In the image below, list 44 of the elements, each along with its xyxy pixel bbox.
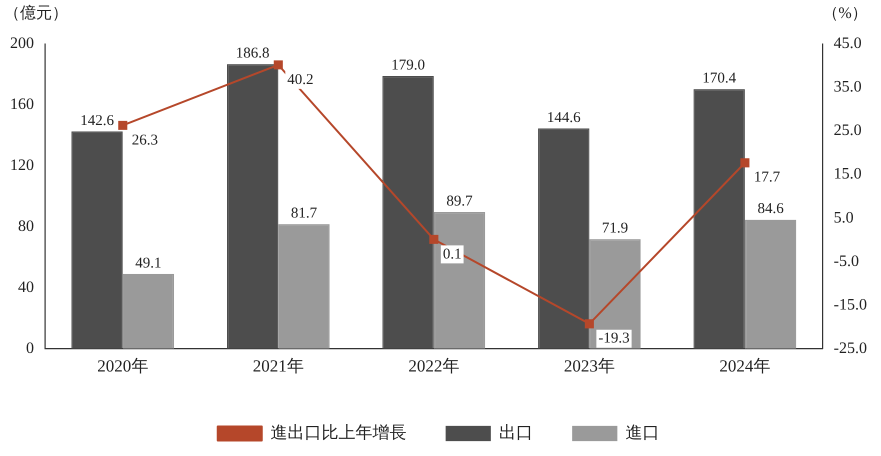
y2-tick-label: -5.0 <box>834 252 859 270</box>
y2-tick-label: 25.0 <box>834 122 862 140</box>
y-tick-label: 160 <box>10 96 34 114</box>
y-tick-label: 120 <box>10 157 34 174</box>
data-label: 144.6 <box>546 110 582 126</box>
x-tick-label: 2020年 <box>97 356 148 376</box>
y2-tick-label: 5.0 <box>834 209 854 226</box>
x-tick-label: 2023年 <box>564 356 615 376</box>
data-label: 179.0 <box>391 57 426 74</box>
data-label: 0.1 <box>442 246 462 262</box>
data-label: 186.8 <box>236 46 270 62</box>
data-label: -19.3 <box>598 330 630 347</box>
y-tick-label: 80 <box>18 218 34 235</box>
legend-label: 進口 <box>625 422 660 442</box>
legend-label: 進出口比上年增長 <box>270 422 406 442</box>
point <box>118 120 128 130</box>
y2-tick-label: 15.0 <box>834 166 862 183</box>
data-label: 26.3 <box>132 132 158 148</box>
x-tick-label: 2021年 <box>252 356 304 376</box>
x-tick-label: 2024年 <box>719 356 770 376</box>
y-tick-label: 40 <box>18 278 34 296</box>
data-label: 170.4 <box>702 70 737 87</box>
y-axis-title: （億元） <box>4 4 68 22</box>
x-tick-label: 2022年 <box>408 356 460 376</box>
data-label: 89.7 <box>446 193 474 210</box>
data-label: 17.7 <box>754 170 781 186</box>
data-label: 40.2 <box>287 72 314 88</box>
point <box>429 234 438 244</box>
y2-tick-label: -25.0 <box>834 340 867 357</box>
data-label: 71.9 <box>602 220 628 237</box>
data-label: 84.6 <box>757 201 784 218</box>
y2-axis-title: （%） <box>822 5 868 22</box>
y2-tick-label: 35.0 <box>834 78 862 96</box>
point <box>584 319 594 328</box>
point <box>274 60 283 70</box>
legend-label: 出口 <box>498 422 533 442</box>
y-tick-label: 0 <box>26 340 34 357</box>
y-tick-label: 200 <box>10 35 34 52</box>
y2-tick-label: 45.0 <box>834 35 862 52</box>
data-label: 142.6 <box>80 112 114 129</box>
point <box>740 158 750 168</box>
data-label: 81.7 <box>290 206 318 222</box>
data-label: 49.1 <box>135 255 162 272</box>
y2-tick-label: -15.0 <box>834 296 867 314</box>
